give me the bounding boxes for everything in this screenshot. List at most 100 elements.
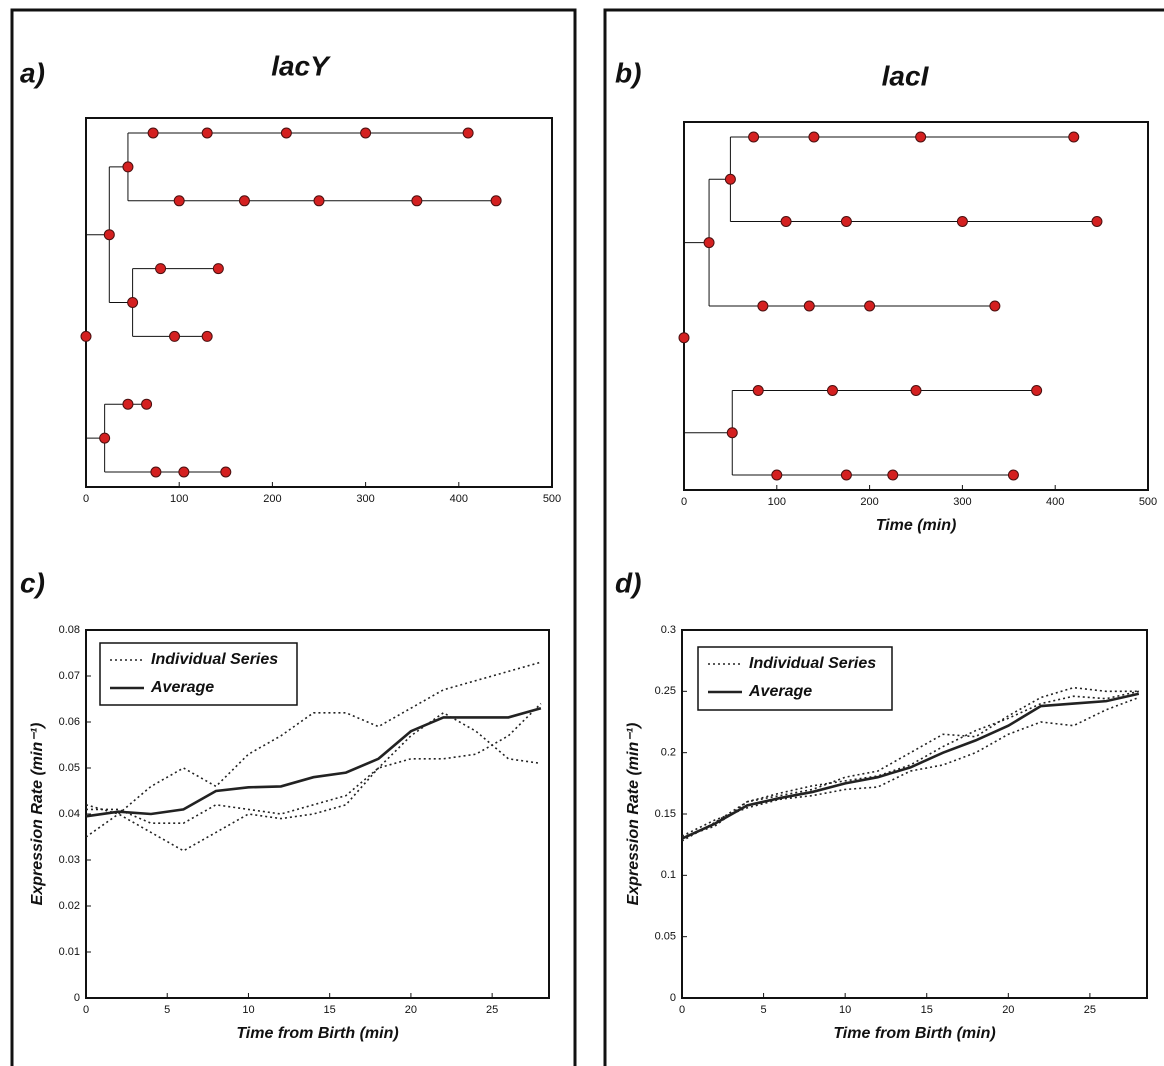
y-tick-label: 0.05 bbox=[59, 762, 80, 774]
y-tick-label: 0.02 bbox=[59, 900, 80, 912]
division-event bbox=[1091, 216, 1103, 227]
y-tick-label: 0.07 bbox=[59, 670, 80, 682]
y-axis-label: Expression Rate (min⁻¹) bbox=[29, 723, 46, 906]
division-event bbox=[280, 127, 292, 139]
y-tick-label: 0.08 bbox=[59, 624, 80, 636]
x-tick-label: 10 bbox=[839, 1004, 851, 1016]
division-event bbox=[803, 300, 815, 312]
series-line bbox=[681, 696, 1140, 837]
division-event bbox=[887, 469, 899, 481]
x-tick-label: 0 bbox=[83, 1004, 89, 1016]
division-event bbox=[808, 131, 820, 143]
chart-title: lacI bbox=[882, 60, 930, 91]
x-tick-label: 500 bbox=[1139, 496, 1157, 508]
x-tick-label: 25 bbox=[1084, 1004, 1096, 1016]
y-tick-label: 0 bbox=[670, 992, 676, 1004]
division-event bbox=[155, 263, 167, 275]
division-event bbox=[956, 216, 968, 227]
division-event bbox=[201, 127, 213, 139]
y-tick-label: 0 bbox=[74, 992, 80, 1004]
y-tick-label: 0.3 bbox=[661, 624, 676, 636]
division-event bbox=[771, 469, 783, 481]
panel-label: d) bbox=[615, 567, 641, 598]
legend-label: Average bbox=[150, 679, 214, 696]
division-event bbox=[724, 173, 736, 185]
division-event bbox=[178, 466, 190, 478]
series-line bbox=[681, 690, 1140, 839]
x-tick-label: 20 bbox=[1002, 1004, 1014, 1016]
plot-frame bbox=[85, 117, 553, 488]
x-tick-label: 20 bbox=[405, 1004, 417, 1016]
division-event bbox=[989, 300, 1001, 312]
x-tick-label: 200 bbox=[263, 493, 281, 505]
division-event bbox=[840, 216, 852, 227]
x-tick-label: 15 bbox=[324, 1004, 336, 1016]
division-event bbox=[313, 195, 325, 207]
division-event bbox=[910, 385, 922, 396]
division-event bbox=[915, 131, 927, 143]
division-event bbox=[122, 398, 134, 410]
series-line bbox=[85, 661, 542, 838]
legend-label: Average bbox=[748, 683, 812, 700]
y-tick-label: 0.04 bbox=[59, 808, 80, 820]
x-tick-label: 400 bbox=[1046, 496, 1064, 508]
division-event bbox=[127, 297, 139, 308]
legend-box bbox=[99, 642, 298, 706]
division-event bbox=[703, 237, 715, 249]
x-tick-label: 100 bbox=[170, 493, 188, 505]
division-event bbox=[103, 229, 115, 241]
division-event bbox=[150, 466, 162, 478]
y-tick-label: 0.06 bbox=[59, 716, 80, 728]
panel-label: c) bbox=[20, 567, 45, 598]
x-axis-label: Time from Birth (min) bbox=[236, 1025, 398, 1042]
x-tick-label: 10 bbox=[242, 1004, 254, 1016]
division-event bbox=[201, 330, 213, 342]
division-event bbox=[220, 466, 232, 478]
y-tick-label: 0.15 bbox=[655, 808, 676, 820]
division-event bbox=[238, 195, 250, 207]
y-tick-label: 0.03 bbox=[59, 854, 80, 866]
division-event bbox=[1007, 469, 1019, 481]
division-event bbox=[141, 398, 153, 410]
division-event bbox=[726, 427, 738, 439]
x-tick-label: 400 bbox=[450, 493, 468, 505]
x-tick-label: 0 bbox=[679, 1004, 685, 1016]
y-tick-label: 0.2 bbox=[661, 747, 676, 759]
x-tick-label: 300 bbox=[356, 493, 374, 505]
series-line bbox=[85, 711, 541, 852]
division-event bbox=[169, 330, 181, 342]
chart-title: lacY bbox=[271, 50, 331, 81]
x-tick-label: 25 bbox=[486, 1004, 498, 1016]
y-tick-label: 0.1 bbox=[661, 869, 676, 881]
panel-label: b) bbox=[615, 57, 641, 88]
x-tick-label: 500 bbox=[543, 493, 561, 505]
panel-label: a) bbox=[20, 57, 45, 88]
x-tick-label: 5 bbox=[164, 1004, 170, 1016]
series-line bbox=[86, 703, 542, 824]
division-event bbox=[864, 300, 876, 312]
division-event bbox=[1031, 385, 1043, 396]
y-tick-label: 0.25 bbox=[655, 685, 676, 697]
x-tick-label: 5 bbox=[761, 1004, 767, 1016]
division-event bbox=[780, 216, 792, 227]
division-event bbox=[212, 263, 224, 275]
x-tick-label: 100 bbox=[768, 496, 786, 508]
x-tick-label: 15 bbox=[921, 1004, 933, 1016]
legend-label: Individual Series bbox=[151, 651, 278, 668]
division-event bbox=[757, 300, 769, 312]
division-event bbox=[80, 330, 92, 342]
y-tick-label: 0.01 bbox=[59, 946, 80, 958]
series-line bbox=[85, 706, 542, 818]
division-event bbox=[748, 131, 760, 143]
division-event bbox=[752, 385, 764, 396]
division-event bbox=[360, 127, 372, 139]
legend-label: Individual Series bbox=[749, 655, 876, 672]
x-tick-label: 0 bbox=[83, 493, 89, 505]
left-frame bbox=[10, 8, 577, 1066]
division-event bbox=[462, 127, 474, 139]
y-axis-label: Expression Rate (min⁻¹) bbox=[625, 723, 642, 906]
division-event bbox=[1068, 131, 1080, 143]
x-tick-label: 200 bbox=[860, 496, 878, 508]
legend-box bbox=[697, 646, 893, 711]
